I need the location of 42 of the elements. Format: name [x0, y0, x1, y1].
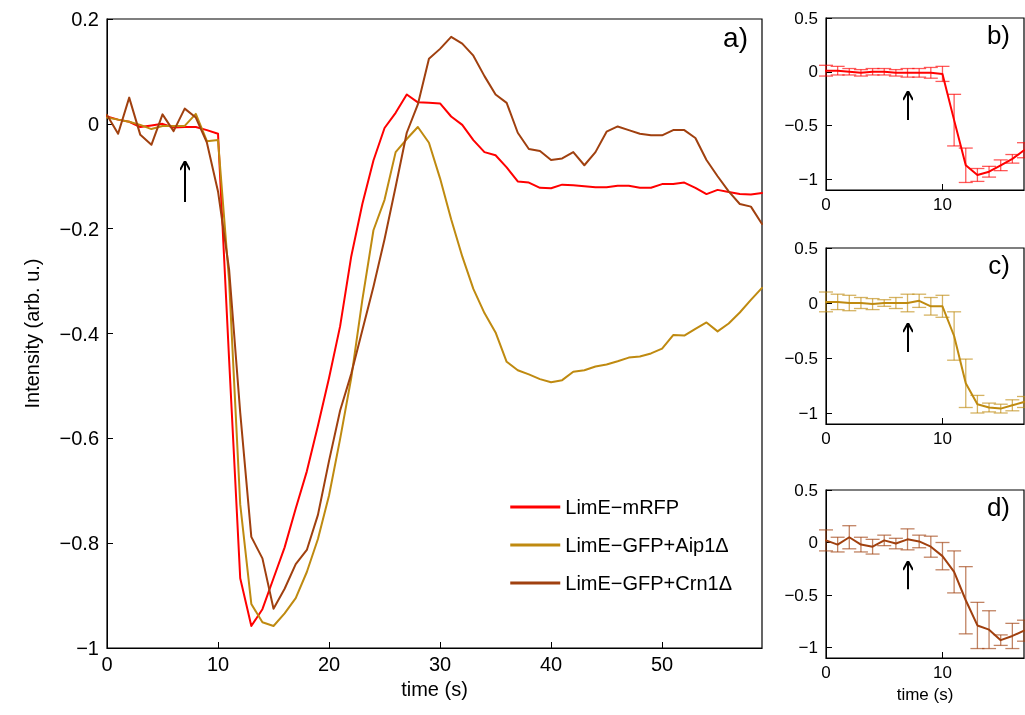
x-tick-label: 10	[933, 429, 952, 448]
y-tick-label: −0.6	[59, 427, 99, 450]
x-tick-label: 10	[933, 663, 952, 682]
y-tick-label: −0.5	[784, 348, 818, 368]
legend-label: LimE−GFP+Crn1Δ	[565, 572, 732, 594]
annotation: c)	[988, 250, 1011, 280]
legend-label: LimE−mRFP	[565, 496, 680, 518]
line-series	[825, 69, 1025, 176]
y-tick-label: −1	[798, 403, 818, 423]
y-tick-label: −1	[76, 637, 99, 659]
y-tick-label: −0.2	[59, 217, 99, 240]
y-tick-label: 0	[808, 293, 818, 313]
y-tick-label: −0.8	[59, 532, 99, 555]
legend-label: LimE−GFP+Aip1Δ	[565, 534, 729, 556]
x-tick-label: 40	[539, 653, 563, 675]
y-tick-label: 0.5	[794, 480, 818, 500]
line-series	[825, 299, 1025, 410]
y-tick-label: −0.5	[784, 585, 818, 605]
y-tick-label: 0	[808, 533, 818, 552]
x-tick-label: 0	[101, 653, 113, 675]
annotation: b)	[986, 20, 1011, 50]
annotation: a)	[723, 21, 749, 53]
x-tick-label: 0	[821, 663, 831, 682]
x-tick-label: 10	[933, 195, 952, 214]
y-axis-title: Intensity (arb. u.)	[21, 258, 43, 409]
y-tick-label: 0.5	[794, 238, 818, 258]
x-tick-label: 30	[428, 653, 452, 675]
y-tick-label: 0.2	[71, 8, 99, 30]
y-tick-label: 0	[808, 62, 818, 82]
annotation: d)	[986, 492, 1011, 522]
x-axis-title: time (s)	[401, 677, 468, 700]
x-axis-title: time (s)	[896, 684, 954, 704]
line-series	[825, 536, 1025, 642]
x-tick-label: 50	[650, 653, 674, 675]
y-tick-label: −0.5	[784, 116, 818, 135]
y-tick-label: 0.5	[794, 8, 818, 28]
y-tick-label: −1	[798, 169, 818, 189]
x-tick-label: 10	[206, 653, 230, 675]
y-tick-label: 0	[87, 112, 99, 135]
y-tick-label: −0.4	[59, 322, 99, 345]
x-tick-label: 20	[317, 653, 341, 675]
y-tick-label: −1	[798, 638, 818, 657]
